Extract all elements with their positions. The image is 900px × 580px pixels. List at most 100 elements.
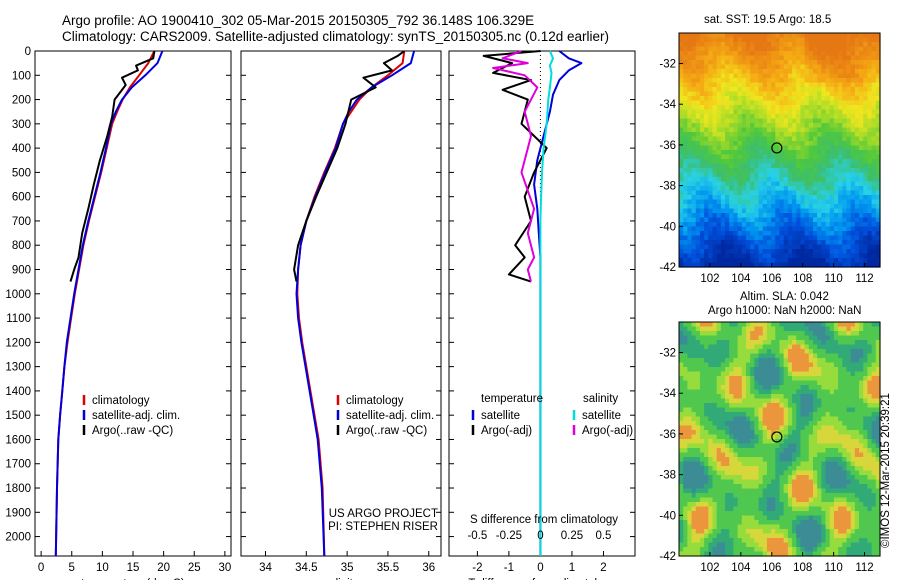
sst-map-cell: [712, 37, 718, 43]
sla-map-cell: [829, 344, 835, 350]
sla-map-cell: [846, 349, 852, 355]
sla-map-cell: [746, 385, 751, 391]
sla-map-cell: [775, 326, 781, 332]
sst-map-cell: [804, 123, 810, 129]
header-title-line2: Climatology: CARS2009. Satellite-adjuste…: [62, 29, 610, 44]
sst-map-cell: [792, 64, 797, 70]
sst-map-cell: [683, 163, 688, 169]
sst-map-cell: [758, 78, 764, 84]
sst-map-cell: [754, 136, 760, 142]
sla-map-cell: [691, 398, 697, 404]
sla-map-cell: [771, 511, 776, 517]
sst-map-cell: [779, 168, 785, 174]
sla-map-cell: [750, 488, 755, 494]
sla-map-cell: [850, 376, 856, 382]
sla-map-cell: [708, 326, 714, 332]
sst-map-cell: [779, 240, 785, 246]
sst-map-cell: [829, 33, 835, 39]
sst-map-cell: [867, 163, 873, 169]
sst-map-cell: [775, 163, 781, 169]
sst-map-cell: [825, 127, 831, 133]
sla-map-cell: [817, 412, 822, 418]
sst-map-cell: [725, 181, 730, 187]
sla-map-cell: [754, 394, 760, 400]
sla-map-cell: [712, 344, 718, 350]
sst-map-cell: [787, 244, 793, 250]
sla-map-cell: [779, 457, 785, 463]
sla-map-cell: [720, 376, 726, 382]
sst-map-cell: [720, 46, 726, 52]
sla-map-cell: [733, 448, 739, 454]
sst-map-cell: [783, 46, 789, 52]
sst-map-cell: [716, 78, 722, 84]
sla-map-cell: [699, 385, 705, 391]
sst-map-cell: [733, 253, 739, 259]
sla-map-cell: [704, 470, 709, 476]
sst-map-cell: [695, 172, 701, 178]
sla-map-cell: [691, 394, 697, 400]
sla-map-cell: [729, 326, 735, 332]
sst-map-cell: [792, 172, 797, 178]
sst-map-ytick-label: -42: [659, 262, 676, 274]
sla-map-cell: [746, 547, 751, 553]
sst-map-cell: [871, 42, 877, 48]
sla-map-cell: [779, 466, 785, 472]
sst-map-cell: [716, 217, 722, 223]
sst-map-cell: [871, 190, 877, 196]
sla-map-cell: [850, 443, 856, 449]
sst-map-cell: [762, 172, 768, 178]
sla-map-cell: [821, 538, 827, 544]
sla-map-cell: [766, 488, 772, 494]
sla-map-cell: [741, 326, 747, 332]
sst-map-cell: [875, 78, 881, 84]
sla-map-cell: [679, 470, 684, 476]
sst-map-cell: [750, 33, 755, 39]
sla-map-cell: [796, 461, 802, 467]
sla-map-cell: [708, 434, 714, 440]
sst-map-cell: [733, 168, 739, 174]
sla-map-cell: [783, 331, 789, 337]
sst-map-cell: [708, 199, 714, 205]
sst-map-cell: [766, 73, 772, 79]
sst-map-cell: [850, 154, 856, 160]
sla-map-cell: [771, 502, 776, 508]
sla-map-cell: [842, 524, 848, 530]
sst-map-cell: [737, 46, 743, 52]
sla-map-cell: [762, 367, 768, 373]
sst-map-cell: [829, 109, 835, 115]
sla-map-cell: [783, 322, 789, 328]
sla-map-cell: [838, 407, 843, 413]
sla-map-cell: [758, 385, 764, 391]
sla-map-cell: [833, 331, 839, 337]
sst-map-cell: [808, 159, 814, 165]
sst-map-cell: [813, 55, 818, 61]
sst-map-cell: [725, 199, 730, 205]
sst-map-cell: [804, 141, 810, 147]
sla-map-cell: [829, 416, 835, 422]
sla-map-cell: [817, 461, 822, 467]
sst-map-cell: [787, 208, 793, 214]
sla-map-cell: [720, 371, 726, 377]
sst-map-cell: [859, 208, 864, 214]
sst-map-cell: [775, 177, 781, 183]
sst-map-cell: [842, 217, 848, 223]
sla-map-cell: [720, 529, 726, 535]
sla-map-cell: [733, 479, 739, 485]
sst-map-cell: [687, 168, 693, 174]
sla-map-cell: [829, 376, 835, 382]
sst-map-cell: [833, 204, 839, 210]
sla-map-cell: [804, 488, 810, 494]
sst-map-cell: [691, 33, 697, 39]
sst-map-cell: [716, 46, 722, 52]
sla-map-cell: [779, 421, 785, 427]
sst-map-cell: [833, 244, 839, 250]
sst-map-cell: [737, 159, 743, 165]
sst-map-cell: [708, 163, 714, 169]
sla-map-cell: [821, 470, 827, 476]
sst-map-cell: [683, 244, 688, 250]
sla-map-cell: [712, 362, 718, 368]
sla-map-cell: [775, 371, 781, 377]
sla-map-cell: [725, 407, 730, 413]
sst-map-cell: [829, 127, 835, 133]
sst-map-cell: [733, 132, 739, 138]
